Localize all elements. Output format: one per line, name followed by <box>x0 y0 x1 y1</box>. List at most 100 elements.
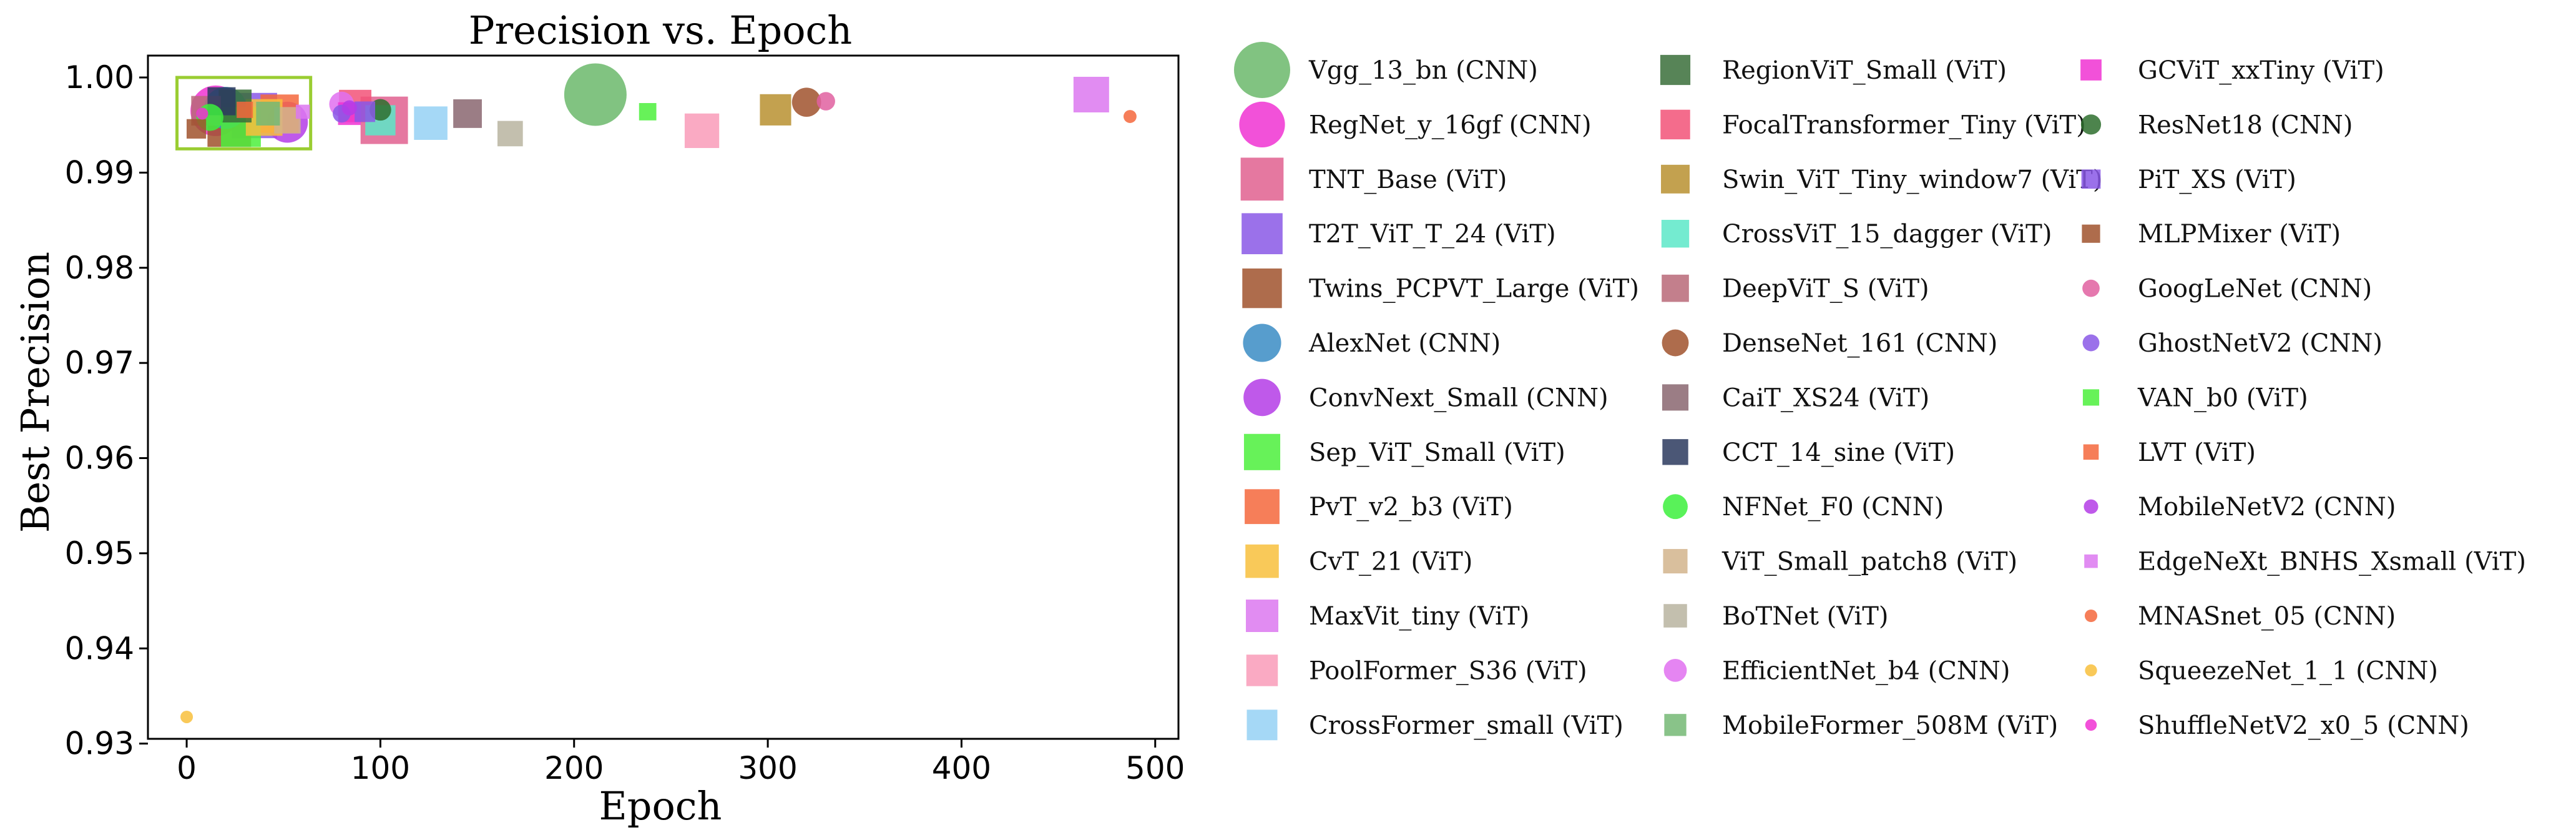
legend-label: SqueezeNet_1_1 (CNN) <box>2138 656 2438 685</box>
legend-marker <box>1660 54 1691 86</box>
legend-label: CaiT_XS24 (ViT) <box>1722 383 1929 412</box>
legend-label: LVT (ViT) <box>2138 438 2256 467</box>
legend-marker <box>2085 719 2097 731</box>
legend-label: Twins_PCPVT_Large (ViT) <box>1309 275 1639 304</box>
x-tick-label: 400 <box>932 750 991 786</box>
legend-label: MaxVit_tiny (ViT) <box>1309 602 1529 631</box>
data-point <box>1123 110 1137 123</box>
legend-marker <box>1245 489 1280 525</box>
legend-marker <box>1245 544 1279 578</box>
x-tick-label: 500 <box>1125 750 1185 786</box>
legend-label: BoTNet (ViT) <box>1722 602 1888 631</box>
legend-label: GhostNetV2 (CNN) <box>2138 329 2383 358</box>
data-point <box>180 710 193 723</box>
legend-label: RegNet_y_16gf (CNN) <box>1309 111 1592 139</box>
legend-label: PoolFormer_S36 (ViT) <box>1309 656 1587 685</box>
legend-marker <box>1246 655 1278 686</box>
highlight-box <box>175 76 313 151</box>
legend-marker <box>2080 59 2102 81</box>
data-point <box>816 92 835 111</box>
legend-marker <box>1243 433 1281 470</box>
legend-label: CrossViT_15_dagger (ViT) <box>1722 220 2052 249</box>
legend-label: GCViT_xxTiny (ViT) <box>2138 56 2384 85</box>
legend-marker <box>1660 109 1690 140</box>
legend-label: PvT_v2_b3 (ViT) <box>1309 493 1513 521</box>
legend-label: DeepViT_S (ViT) <box>1722 275 1929 304</box>
legend-marker <box>1242 268 1282 309</box>
legend-label: GoogLeNet (CNN) <box>2138 275 2372 304</box>
legend-label: MobileNetV2 (CNN) <box>2138 493 2396 521</box>
x-tick-label: 0 <box>177 750 197 786</box>
legend-marker <box>1239 101 1285 148</box>
legend-marker <box>1234 42 1290 98</box>
data-point <box>497 121 523 147</box>
legend-marker <box>2082 224 2100 243</box>
legend-label: EdgeNeXt_BNHS_Xsmall (ViT) <box>2138 548 2526 576</box>
data-point <box>186 119 207 139</box>
legend-label: FocalTransformer_Tiny (ViT) <box>1722 111 2086 139</box>
legend-label: DenseNet_161 (CNN) <box>1722 329 1997 358</box>
y-tick-label: 0.99 <box>65 154 134 190</box>
legend-marker <box>1240 157 1284 201</box>
y-tick-label: 0.96 <box>65 440 134 477</box>
data-point <box>453 99 482 128</box>
legend-marker <box>2082 334 2100 352</box>
legend-marker <box>1663 549 1688 574</box>
legend-label: Swin_ViT_Tiny_window7 (ViT) <box>1722 166 2102 194</box>
y-tick-label: 0.94 <box>65 630 134 666</box>
x-axis-label: Epoch <box>599 783 722 829</box>
legend-marker <box>2084 499 2099 514</box>
data-point <box>196 107 208 120</box>
legend-marker <box>1241 213 1283 255</box>
legend: Vgg_13_bn (CNN) RegNet_y_16gf (CNN) TNT_Ba… <box>1234 42 2526 741</box>
data-point <box>684 113 720 149</box>
legend-marker <box>1663 659 1687 682</box>
legend-marker <box>2080 114 2102 135</box>
data-point <box>564 63 627 126</box>
legend-label: ViT_Small_patch8 (ViT) <box>1721 548 2017 576</box>
legend-marker <box>1661 220 1690 248</box>
legend-marker <box>1246 600 1278 632</box>
y-tick-label: 0.93 <box>65 726 134 762</box>
legend-marker <box>1243 324 1281 362</box>
legend-label: T2T_ViT_T_24 (ViT) <box>1309 220 1556 249</box>
data-point <box>414 106 448 140</box>
data-point <box>295 104 310 119</box>
legend-marker <box>1663 494 1688 520</box>
legend-marker <box>1243 378 1281 417</box>
y-axis-label: Best Precision <box>12 252 58 533</box>
data-point <box>341 100 357 116</box>
y-tick-label: 0.95 <box>65 535 134 571</box>
legend-label: CrossFormer_small (ViT) <box>1309 711 1623 740</box>
y-tick-label: 0.98 <box>65 250 134 286</box>
data-point <box>791 87 821 117</box>
legend-marker <box>2082 279 2100 297</box>
legend-label: ResNet18 (CNN) <box>2138 111 2353 139</box>
plot-area: 0 100 200 300 400 500 0.93 0.94 0.95 0.96 0.97 0.98… <box>65 54 1185 786</box>
legend-label: NFNet_F0 (CNN) <box>1722 493 1944 521</box>
legend-label: MobileFormer_508M (ViT) <box>1722 711 2058 740</box>
legend-marker <box>1664 714 1687 736</box>
data-point <box>256 101 280 126</box>
legend-marker <box>1663 604 1687 628</box>
legend-marker <box>1662 329 1689 357</box>
legend-marker <box>1661 164 1690 194</box>
legend-marker <box>1246 709 1278 741</box>
legend-marker <box>2084 609 2098 623</box>
legend-label: AlexNet (CNN) <box>1308 329 1501 358</box>
chart-title: Precision vs. Epoch <box>469 7 852 53</box>
legend-marker <box>1662 439 1688 465</box>
legend-marker <box>1662 274 1689 302</box>
data-point <box>237 101 253 118</box>
y-tick-label: 1.00 <box>65 59 134 96</box>
data-point <box>1073 76 1109 112</box>
legend-label: Sep_ViT_Small (ViT) <box>1309 438 1565 467</box>
x-tick-label: 300 <box>738 750 797 786</box>
legend-label: CCT_14_sine (ViT) <box>1722 438 1955 467</box>
legend-marker <box>2083 444 2099 460</box>
legend-label: PiT_XS (ViT) <box>2138 166 2296 194</box>
legend-marker <box>2085 664 2097 677</box>
legend-label: RegionViT_Small (ViT) <box>1722 56 2007 85</box>
legend-label: Vgg_13_bn (CNN) <box>1308 56 1538 85</box>
